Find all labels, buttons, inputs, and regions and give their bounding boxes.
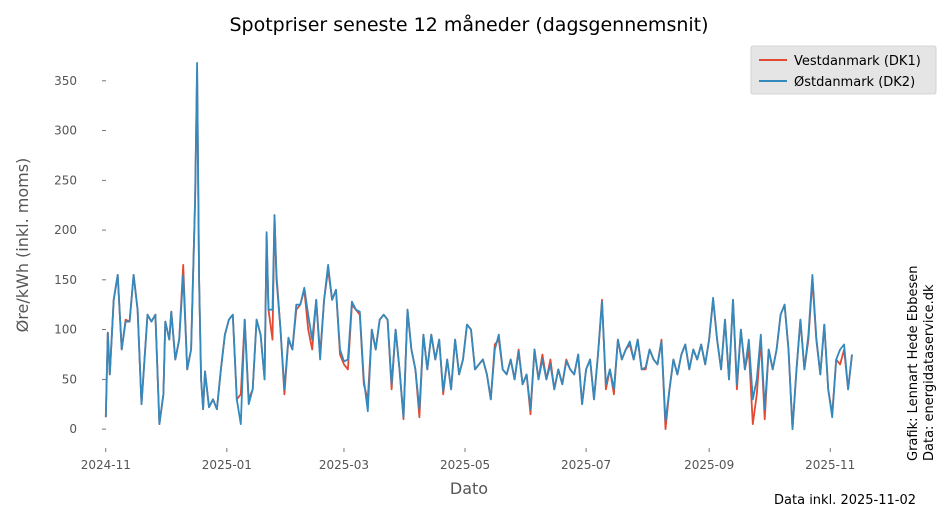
series-layer bbox=[104, 62, 853, 431]
x-tick-label: 2025-01 bbox=[202, 458, 252, 472]
credit-source: Data: energidataservice.dk bbox=[922, 284, 937, 461]
y-tick-label: 350 bbox=[54, 74, 77, 88]
series-line-dk1 bbox=[104, 70, 853, 431]
x-tick-label: 2025-03 bbox=[319, 458, 369, 472]
x-tick-label: 2025-05 bbox=[440, 458, 490, 472]
credit-author: Grafik: Lennart Hede Ebbesen bbox=[906, 265, 921, 461]
y-tick-label: 150 bbox=[54, 273, 77, 287]
x-tick-label: 2024-11 bbox=[81, 458, 131, 472]
legend: Vestdanmark (DK1) Østdanmark (DK2) bbox=[750, 45, 937, 95]
x-tick-label: 2025-07 bbox=[561, 458, 611, 472]
y-tick-label: 0 bbox=[69, 422, 77, 436]
x-axis: 2024-11 2025-01 2025-03 2025-05 2025-07 2025-… bbox=[81, 448, 855, 472]
y-tick-label: 50 bbox=[62, 372, 77, 386]
y-axis: 0 50 100 150 200 250 300 350 bbox=[54, 74, 106, 436]
footer-note: Data inkl. 2025-11-02 bbox=[774, 493, 916, 508]
chart-title: Spotpriser seneste 12 måneder (dagsgenne… bbox=[229, 13, 708, 36]
y-axis-label: Øre/kWh (inkl. moms) bbox=[13, 158, 32, 333]
x-tick-label: 2025-11 bbox=[805, 458, 855, 472]
y-tick-label: 300 bbox=[54, 124, 77, 138]
legend-label-dk1: Vestdanmark (DK1) bbox=[794, 54, 921, 69]
y-tick-label: 100 bbox=[54, 323, 77, 337]
x-tick-label: 2025-09 bbox=[684, 458, 734, 472]
legend-label-dk2: Østdanmark (DK2) bbox=[794, 75, 915, 90]
y-tick-label: 250 bbox=[54, 173, 77, 187]
y-tick-label: 200 bbox=[54, 223, 77, 237]
legend-box bbox=[750, 45, 937, 95]
x-axis-label: Dato bbox=[450, 479, 488, 498]
series-line-dk2 bbox=[104, 62, 853, 431]
